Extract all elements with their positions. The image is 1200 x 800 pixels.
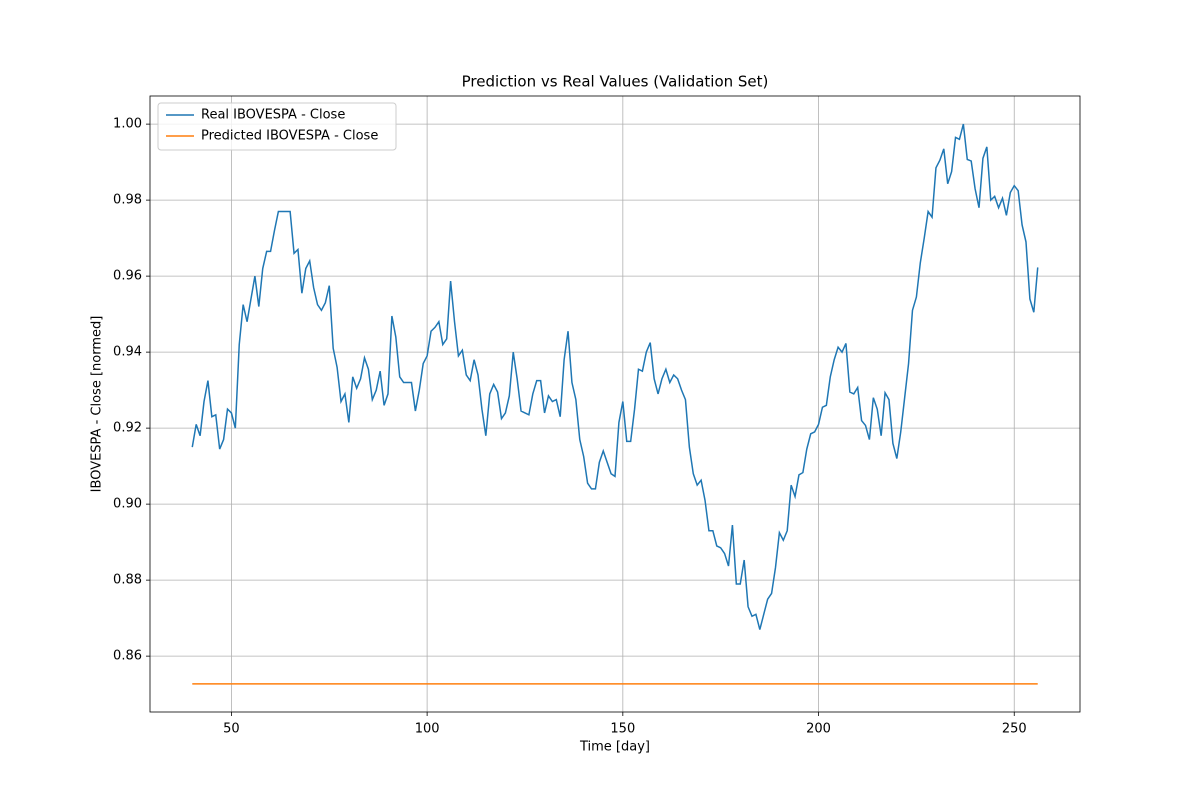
y-tick-label: 1.00 [113, 117, 142, 132]
y-tick-label: 0.96 [113, 269, 142, 284]
y-tick-label: 0.92 [113, 421, 142, 436]
y-tick-label: 0.98 [113, 193, 142, 208]
x-tick-label: 250 [1002, 722, 1027, 737]
y-axis-label: IBOVESPA - Close [normed] [90, 316, 105, 493]
x-axis-label: Time [day] [579, 740, 650, 755]
plot-frame [149, 95, 1081, 713]
x-tick-label: 150 [610, 722, 635, 737]
series-line [191, 123, 1039, 630]
legend-label: Real IBOVESPA - Close [201, 108, 345, 123]
y-tick-label: 0.94 [113, 345, 142, 360]
y-tick-label: 0.86 [113, 649, 142, 664]
x-tick-label: 200 [806, 722, 831, 737]
x-tick-label: 100 [415, 722, 440, 737]
legend-label: Predicted IBOVESPA - Close [201, 129, 378, 144]
y-tick-label: 0.88 [113, 573, 142, 588]
x-tick-label: 50 [223, 722, 240, 737]
legend-box [157, 102, 397, 151]
y-tick-label: 0.90 [113, 497, 142, 512]
chart-title: Prediction vs Real Values (Validation Se… [462, 73, 769, 91]
